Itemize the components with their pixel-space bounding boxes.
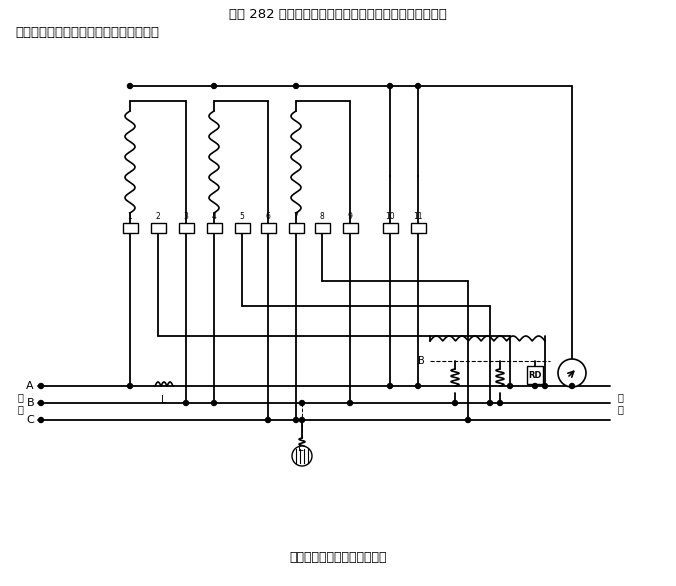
Circle shape bbox=[558, 359, 586, 387]
Text: 1: 1 bbox=[128, 212, 132, 221]
Text: 7: 7 bbox=[293, 212, 298, 221]
Text: 4: 4 bbox=[212, 212, 216, 221]
Text: 6: 6 bbox=[266, 212, 270, 221]
Bar bbox=[314, 223, 329, 233]
Bar bbox=[383, 223, 397, 233]
Circle shape bbox=[466, 417, 470, 423]
Text: 三相有功功率电度表接线方法: 三相有功功率电度表接线方法 bbox=[289, 551, 387, 564]
Circle shape bbox=[387, 383, 393, 389]
Circle shape bbox=[266, 417, 270, 423]
Text: 如图 282 是一种三相有功功率电度表的接线方法。它的外: 如图 282 是一种三相有功功率电度表的接线方法。它的外 bbox=[229, 8, 447, 21]
Circle shape bbox=[212, 400, 216, 406]
Text: C: C bbox=[26, 415, 34, 425]
Circle shape bbox=[293, 417, 299, 423]
Circle shape bbox=[212, 83, 216, 88]
Circle shape bbox=[39, 417, 43, 423]
Text: 11: 11 bbox=[413, 212, 422, 221]
Bar bbox=[235, 223, 249, 233]
Text: 2: 2 bbox=[155, 212, 160, 221]
Circle shape bbox=[299, 417, 304, 423]
Text: B: B bbox=[418, 356, 425, 366]
Circle shape bbox=[183, 400, 189, 406]
Circle shape bbox=[39, 400, 43, 406]
Text: 电
源: 电 源 bbox=[17, 392, 23, 414]
Circle shape bbox=[416, 383, 420, 389]
Circle shape bbox=[128, 83, 132, 88]
Circle shape bbox=[128, 383, 132, 389]
Bar bbox=[289, 223, 304, 233]
Circle shape bbox=[347, 400, 352, 406]
Bar bbox=[343, 223, 358, 233]
Text: RD: RD bbox=[528, 370, 541, 380]
Circle shape bbox=[416, 83, 420, 88]
Bar bbox=[410, 223, 425, 233]
Text: A: A bbox=[26, 381, 34, 391]
Circle shape bbox=[487, 400, 493, 406]
Text: 9: 9 bbox=[347, 212, 352, 221]
Text: 部配接有电流互感器和三相交流变压器。: 部配接有电流互感器和三相交流变压器。 bbox=[15, 26, 159, 39]
Text: 3: 3 bbox=[184, 212, 189, 221]
Circle shape bbox=[292, 446, 312, 466]
Text: B: B bbox=[26, 398, 34, 408]
Circle shape bbox=[39, 383, 43, 389]
Bar bbox=[122, 223, 137, 233]
Text: L: L bbox=[298, 443, 304, 453]
Circle shape bbox=[293, 83, 299, 88]
Bar bbox=[151, 223, 166, 233]
Text: L: L bbox=[162, 395, 167, 405]
Text: 用
户: 用 户 bbox=[618, 392, 624, 414]
Circle shape bbox=[452, 400, 458, 406]
Circle shape bbox=[508, 383, 512, 389]
Text: 10: 10 bbox=[385, 212, 395, 221]
Circle shape bbox=[569, 383, 575, 389]
Bar bbox=[178, 223, 193, 233]
Bar bbox=[527, 366, 543, 384]
Circle shape bbox=[299, 400, 304, 406]
Text: 5: 5 bbox=[239, 212, 245, 221]
Circle shape bbox=[533, 383, 537, 389]
Bar bbox=[206, 223, 222, 233]
Text: 8: 8 bbox=[320, 212, 324, 221]
Bar bbox=[260, 223, 276, 233]
Circle shape bbox=[387, 83, 393, 88]
Circle shape bbox=[543, 383, 548, 389]
Circle shape bbox=[498, 400, 502, 406]
